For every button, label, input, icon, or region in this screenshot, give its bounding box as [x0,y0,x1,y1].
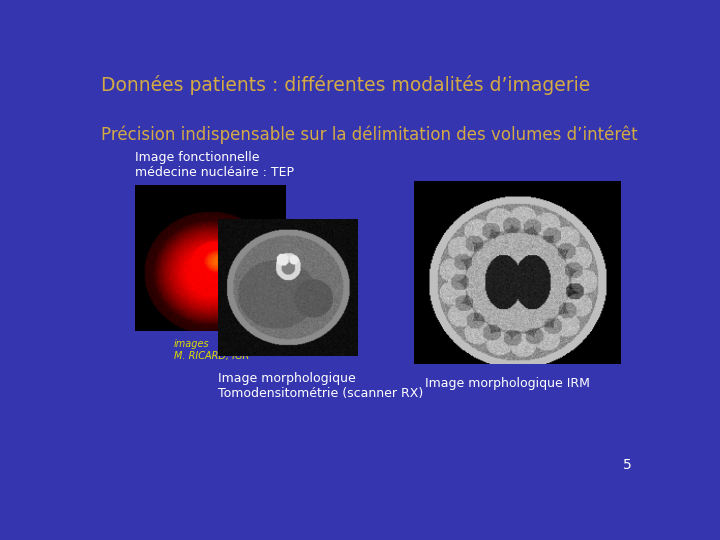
Text: Image morphologique IRM: Image morphologique IRM [425,377,590,390]
Text: Image fonctionnelle
médecine nucléaire : TEP: Image fonctionnelle médecine nucléaire :… [135,151,294,179]
Text: Précision indispensable sur la délimitation des volumes d’intérêt: Précision indispensable sur la délimitat… [101,125,638,144]
Text: Données patients : différentes modalités d’imagerie: Données patients : différentes modalités… [101,75,590,95]
Text: Image morphologique
Tomodensitométrie (scanner RX): Image morphologique Tomodensitométrie (s… [218,373,423,401]
Text: 5: 5 [623,458,631,472]
Text: images
M. RICARD, IGR: images M. RICARD, IGR [174,339,249,361]
